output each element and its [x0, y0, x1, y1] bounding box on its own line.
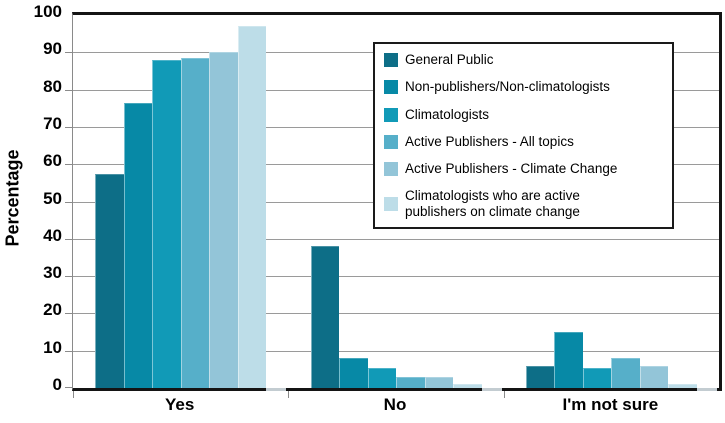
y-tick-label-80: 80: [43, 76, 62, 96]
legend-swatch: [384, 80, 398, 95]
gridline-10: [73, 350, 719, 352]
bar: [424, 376, 453, 388]
y-tick-mark-30: [65, 276, 72, 278]
bar: [453, 384, 482, 388]
bar: [611, 358, 640, 388]
bar-group-shadow: [481, 388, 502, 391]
legend-label: Climatologists: [405, 106, 490, 122]
y-tick-mark-90: [65, 52, 72, 54]
y-tick-mark-60: [65, 164, 72, 166]
bar: [582, 367, 612, 388]
bar: [180, 57, 210, 388]
bar: [367, 367, 396, 388]
bar: [123, 102, 153, 388]
legend-label: Non-publishers/Non-climatologists: [405, 79, 610, 95]
y-tick-label-0: 0: [52, 375, 62, 394]
legend-item: Climatologists: [384, 107, 663, 122]
legend-item: Climatologists who are active publishers…: [384, 188, 663, 219]
gridline-30: [73, 276, 719, 278]
x-tick-mark-2: [503, 391, 505, 398]
x-category-label: I'm not sure: [562, 395, 659, 414]
y-tick-mark-10: [65, 350, 72, 352]
legend-item: Active Publishers - All topics: [384, 134, 663, 149]
bar: [554, 332, 583, 388]
y-tick-mark-50: [65, 201, 72, 203]
x-tick-mark-1: [288, 391, 290, 398]
y-tick-label-90: 90: [43, 39, 62, 59]
bar: [396, 376, 425, 388]
y-tick-label-50: 50: [43, 188, 62, 208]
bar: [339, 358, 368, 388]
bar: [209, 52, 238, 388]
y-tick-mark-40: [65, 238, 72, 240]
x-category-label: No: [383, 395, 407, 414]
legend-swatch: [384, 162, 398, 176]
y-tick-label-60: 60: [43, 151, 62, 171]
y-tick-label-100: 100: [33, 2, 62, 21]
legend-swatch: [384, 107, 398, 122]
y-tick-mark-70: [65, 126, 72, 128]
legend-swatch: [384, 53, 398, 67]
legend-swatch: [384, 134, 398, 149]
bar: [237, 26, 267, 388]
legend-label: General Public: [405, 52, 494, 67]
legend-swatch: [384, 197, 398, 212]
x-tick-mark-0: [73, 391, 74, 398]
gridline-40: [73, 238, 719, 240]
y-tick-mark-20: [65, 313, 72, 315]
legend-item: General Public: [384, 52, 663, 67]
gridline-20: [73, 313, 719, 315]
bar: [95, 173, 124, 388]
legend: General Public Non-publishers/Non-climato…: [373, 42, 674, 229]
y-tick-label-20: 20: [43, 300, 62, 320]
bar-group-shadow: [696, 388, 717, 391]
bar: [639, 365, 669, 388]
legend-label: Active Publishers - All topics: [405, 133, 574, 149]
x-category-label: Yes: [165, 395, 195, 414]
legend-label: Active Publishers - Climate Change: [405, 161, 618, 176]
legend-label: Climatologists who are active publishers…: [405, 188, 580, 219]
bar: [152, 59, 181, 388]
y-tick-mark-0: [65, 387, 72, 388]
y-tick-label-40: 40: [43, 225, 62, 245]
bar: [525, 365, 555, 388]
bar-group-shadow: [266, 388, 287, 391]
bar: [310, 246, 339, 388]
legend-item: Non-publishers/Non-climatologists: [384, 79, 663, 95]
y-tick-label-30: 30: [43, 263, 62, 283]
bar: [668, 384, 697, 388]
y-tick-label-70: 70: [43, 113, 62, 133]
y-tick-label-10: 10: [43, 337, 62, 357]
legend-item: Active Publishers - Climate Change: [384, 161, 663, 176]
y-tick-mark-80: [65, 89, 72, 91]
